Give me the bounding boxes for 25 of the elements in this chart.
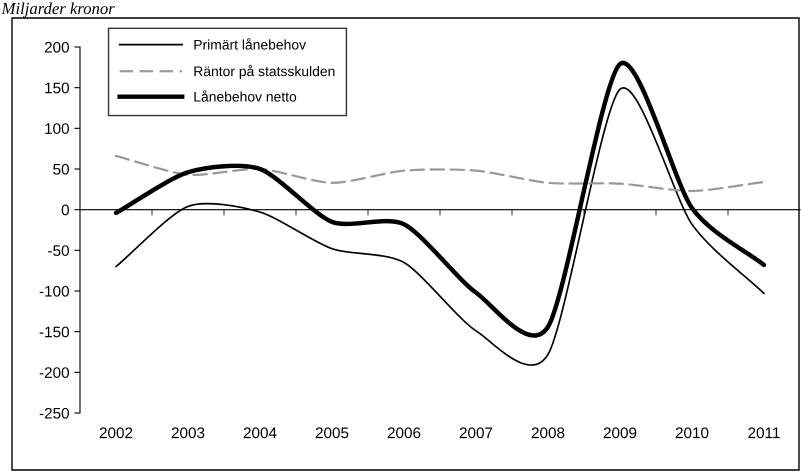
y-tick-label: -100 [40,286,69,297]
y-tick-label: -250 [40,408,69,419]
y-tick-label: 150 [45,82,69,94]
y-tick-label: -200 [40,367,69,378]
x-tick-label: 2006 [388,427,420,438]
x-tick-label: 2003 [172,427,204,438]
x-tick-label: 2004 [244,427,277,438]
y-tick-label: 200 [44,42,69,53]
y-tick-label: 0 [62,204,69,216]
legend-label: Primärt lånebehov [194,38,306,50]
x-tick-label: 2010 [676,427,708,438]
x-tick-label: 2002 [100,427,132,438]
y-tick-label: 100 [45,123,69,134]
legend-label: Lånebehov netto [194,90,296,102]
y-tick-label: 50 [53,164,69,175]
x-tick-label: 2011 [748,427,780,438]
x-tick-label: 2005 [316,427,348,438]
x-tick-label: 2009 [604,427,636,438]
x-tick-label: 2008 [532,427,564,438]
x-tick-label: 2007 [460,427,492,438]
legend-label: Räntor på statsskulden [194,64,334,79]
line-series [114,154,766,192]
chart-title: Miljarder kronor [1,2,115,18]
y-tick-label: -150 [40,326,69,338]
y-tick-label: -50 [48,245,69,256]
